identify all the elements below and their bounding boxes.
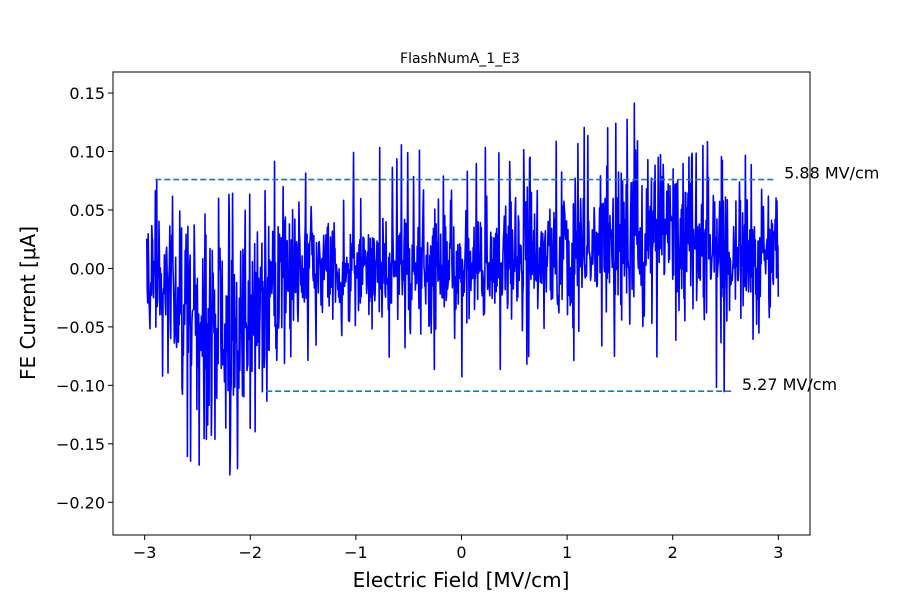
series-layer	[145, 102, 780, 476]
x-axis-title: Electric Field [MV/cm]	[353, 568, 570, 592]
y-tick-label: 0.15	[69, 84, 105, 103]
chart-title: FlashNumA_1_E3	[400, 51, 520, 67]
reference-lines: 5.88 MV/cm 5.27 MV/cm	[155, 164, 879, 394]
x-axis: −3 −2 −1 0 1 2 3	[133, 535, 783, 562]
x-tick-label: 1	[562, 543, 572, 562]
x-tick-label: −3	[133, 543, 157, 562]
x-tick-label: 3	[773, 543, 783, 562]
y-axis-title: FE Current [μA]	[16, 226, 40, 380]
x-tick-label: −1	[344, 543, 368, 562]
y-tick-label: 0.05	[69, 201, 105, 220]
x-tick-label: 2	[668, 543, 678, 562]
y-axis: −0.20 −0.15 −0.10 −0.05 0.00 0.05 0.10 0.15	[56, 84, 113, 512]
y-tick-label: −0.10	[56, 376, 105, 395]
y-tick-label: −0.20	[56, 493, 105, 512]
series-line	[145, 102, 780, 476]
threshold-label: 5.88 MV/cm	[784, 164, 879, 183]
x-tick-label: 0	[456, 543, 466, 562]
y-tick-label: −0.05	[56, 318, 105, 337]
y-tick-label: 0.00	[69, 259, 105, 278]
threshold-label: 5.27 MV/cm	[742, 375, 837, 394]
y-tick-label: 0.10	[69, 143, 105, 162]
x-tick-label: −2	[238, 543, 262, 562]
y-tick-label: −0.15	[56, 435, 105, 454]
